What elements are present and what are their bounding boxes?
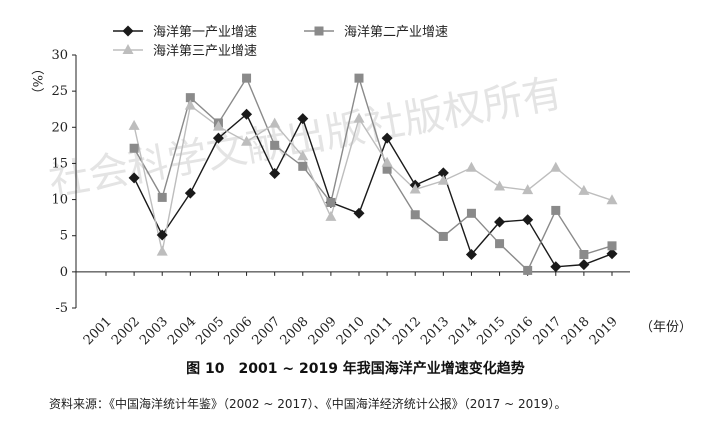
triangle-marker	[184, 99, 196, 110]
series-line	[133, 104, 613, 252]
triangle-marker	[212, 120, 224, 131]
triangle-marker	[156, 245, 168, 256]
y-tick-label: 0	[60, 265, 68, 280]
diamond-marker	[606, 248, 618, 260]
triangle-marker	[325, 210, 337, 221]
triangle-marker	[241, 135, 253, 146]
triangle-marker	[494, 180, 506, 191]
square-marker	[298, 161, 308, 171]
square-marker	[495, 239, 505, 249]
diamond-marker	[494, 216, 506, 228]
square-marker	[185, 93, 195, 103]
diamond-marker	[550, 261, 562, 273]
legend-label: 海洋第一产业增速	[153, 25, 257, 40]
diamond-marker	[578, 259, 590, 271]
x-tick-label: 2003	[137, 314, 171, 348]
diamond-marker	[297, 113, 309, 125]
square-marker	[242, 73, 252, 83]
legend-label: 海洋第二产业增速	[344, 25, 448, 40]
square-marker	[607, 241, 617, 251]
square-marker	[382, 164, 392, 174]
x-tick-label: 2014	[446, 314, 480, 348]
diamond-marker	[128, 172, 140, 184]
x-tick-label: 2016	[502, 314, 536, 348]
triangle-marker	[381, 156, 393, 167]
diamond-marker	[156, 229, 168, 241]
source-note: 资料来源：《中国海洋统计年鉴》（2002 ~ 2017）、《中国海洋经济统计公报…	[49, 397, 567, 411]
diamond-marker	[465, 249, 477, 261]
figure-caption: 图 10 2001 ~ 2019 年我国海洋产业增速变化趋势	[186, 361, 525, 377]
x-tick-label: 2017	[531, 314, 565, 348]
watermark: 社会科学文献出版社版权所有	[46, 70, 566, 206]
square-marker	[551, 205, 561, 215]
x-tick-label: 2008	[278, 314, 312, 348]
y-axis-label: （%）	[29, 62, 44, 100]
x-tick-label: 2009	[306, 314, 340, 348]
diamond-marker	[212, 132, 224, 144]
triangle-marker	[409, 183, 421, 194]
triangle-marker	[128, 119, 140, 130]
x-tick-label: 2002	[109, 314, 143, 348]
triangle-marker	[437, 174, 449, 185]
y-tick-label: 10	[51, 193, 68, 208]
y-tick-label: 20	[51, 120, 68, 135]
y-tick-label: -5	[55, 301, 68, 316]
square-marker	[410, 210, 420, 220]
y-tick-label: 30	[51, 48, 68, 63]
diamond-marker	[353, 207, 365, 219]
triangle-marker	[550, 161, 562, 172]
triangle-marker	[465, 161, 477, 172]
triangle-marker	[353, 112, 365, 123]
x-tick-label: 2006	[221, 314, 255, 348]
triangle-marker	[122, 44, 134, 54]
diamond-marker	[241, 108, 253, 120]
x-tick-label: 2007	[249, 314, 283, 348]
triangle-marker	[578, 184, 590, 195]
axes: -5051015202530（%）20012002200320042005200…	[29, 48, 692, 348]
x-tick-label: 2019	[587, 314, 621, 348]
triangle-marker	[606, 194, 618, 205]
x-tick-label: 2005	[193, 314, 227, 348]
x-tick-label: 2010	[334, 314, 368, 348]
square-marker	[354, 73, 364, 83]
x-tick-label: 2018	[559, 314, 593, 348]
square-marker	[270, 140, 280, 150]
diamond-marker	[122, 25, 134, 37]
x-tick-label: 2011	[362, 314, 396, 348]
triangle-marker	[297, 150, 309, 161]
square-marker	[157, 192, 167, 202]
line-chart: 社会科学文献出版社版权所有 -5051015202530（%）200120022…	[29, 25, 692, 348]
y-tick-label: 5	[60, 229, 68, 244]
triangle-marker	[522, 184, 534, 195]
x-tick-label: 2015	[474, 314, 508, 348]
x-axis-label: （年份）	[640, 320, 692, 335]
square-marker	[438, 231, 448, 241]
series-markers	[128, 73, 618, 275]
square-marker	[314, 26, 324, 36]
square-marker	[326, 197, 336, 207]
square-marker	[523, 265, 533, 275]
diamond-marker	[522, 214, 534, 226]
square-marker	[579, 250, 589, 260]
y-tick-label: 15	[51, 156, 68, 171]
x-tick-label: 2012	[390, 314, 424, 348]
diamond-marker	[269, 168, 281, 180]
square-marker	[129, 143, 139, 153]
legend-label: 海洋第三产业增速	[153, 44, 257, 59]
y-tick-label: 25	[51, 84, 68, 99]
series-lines	[133, 75, 613, 272]
diamond-marker	[381, 132, 393, 144]
square-marker	[466, 208, 476, 218]
x-tick-label: 2004	[165, 314, 199, 348]
diamond-marker	[184, 187, 196, 199]
series-line	[133, 113, 613, 268]
diamond-marker	[437, 167, 449, 179]
series-line	[133, 75, 613, 272]
triangle-marker	[269, 117, 281, 128]
x-tick-label: 2001	[81, 314, 115, 348]
x-tick-label: 2013	[418, 314, 452, 348]
